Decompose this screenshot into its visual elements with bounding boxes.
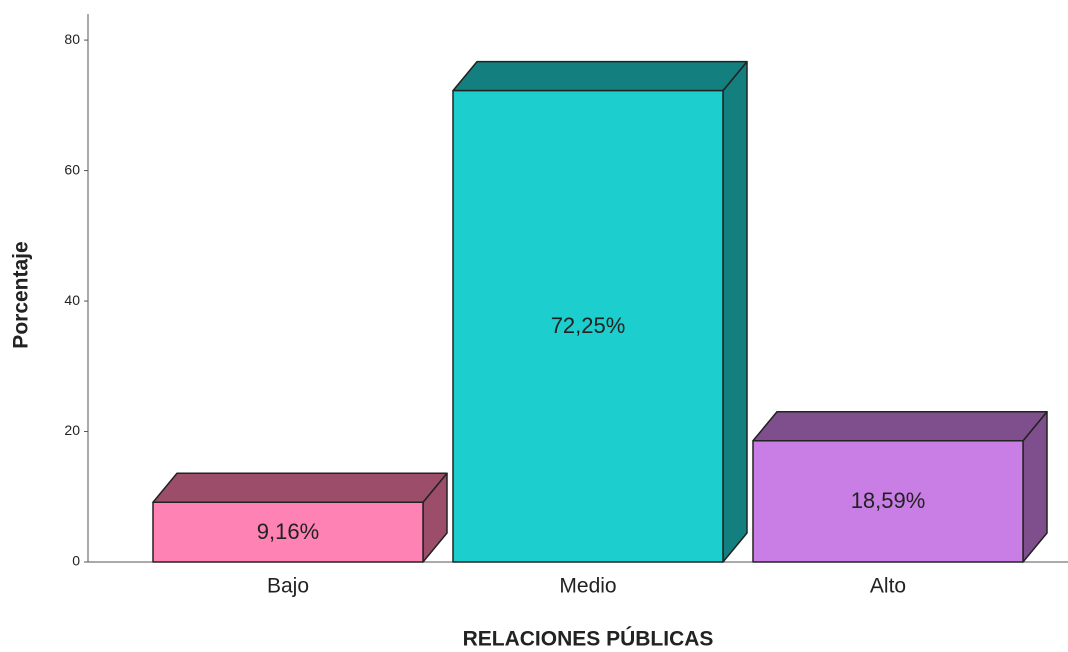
y-tick-label: 20 bbox=[64, 422, 80, 438]
x-tick-label: Bajo bbox=[267, 575, 309, 598]
y-tick-label: 40 bbox=[64, 292, 80, 308]
bar-side bbox=[722, 60, 748, 563]
y-axis-title: Porcentaje bbox=[10, 241, 33, 348]
x-axis-title: RELACIONES PÚBLICAS bbox=[463, 627, 714, 651]
y-tick-label: 0 bbox=[72, 553, 80, 569]
y-tick-label: 80 bbox=[64, 31, 80, 47]
bar-top bbox=[752, 410, 1048, 442]
value-label: 9,16% bbox=[257, 519, 319, 544]
bar bbox=[452, 89, 724, 563]
bar-top bbox=[152, 472, 448, 503]
x-tick-label: Medio bbox=[559, 575, 616, 598]
x-tick-label: Alto bbox=[870, 575, 906, 598]
bar bbox=[152, 501, 424, 563]
value-label: 72,25% bbox=[551, 313, 626, 338]
bar-top bbox=[452, 60, 748, 92]
bar bbox=[752, 439, 1024, 563]
value-label: 18,59% bbox=[851, 488, 926, 513]
y-tick-label: 60 bbox=[64, 161, 80, 177]
